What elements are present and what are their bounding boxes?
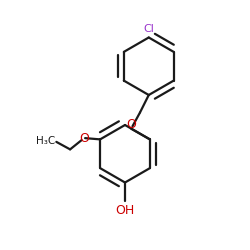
Text: OH: OH: [116, 204, 134, 217]
Text: O: O: [80, 132, 90, 144]
Text: H₃C: H₃C: [36, 136, 55, 146]
Text: Cl: Cl: [143, 24, 154, 34]
Text: O: O: [126, 118, 136, 132]
